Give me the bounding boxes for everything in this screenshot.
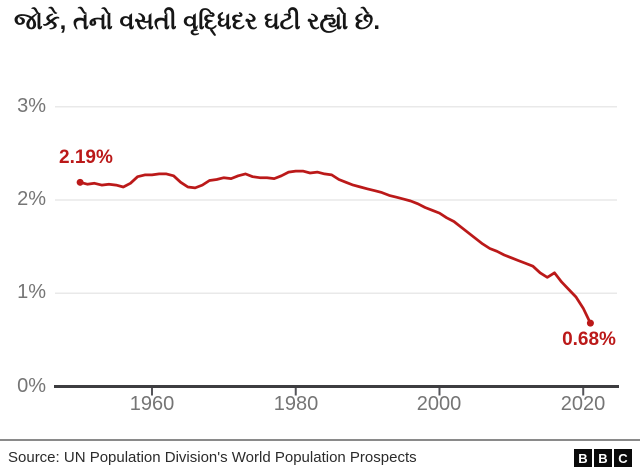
- line-chart: 3% 2% 1% 0% 1960 1980 2000 2020 2.19% 0.…: [17, 95, 619, 415]
- y-axis-label-3pct: 3%: [17, 95, 46, 117]
- annotation-start-value: 2.19%: [59, 147, 113, 168]
- chart-plot-svg: [54, 106, 619, 396]
- x-axis-label-2000: 2000: [416, 393, 462, 415]
- bbc-logo-block-b2: B: [594, 449, 612, 467]
- source-text: Source: UN Population Division's World P…: [8, 449, 417, 466]
- y-axis-label-2pct: 2%: [17, 188, 46, 210]
- footer: Source: UN Population Division's World P…: [0, 439, 640, 472]
- x-axis-label-1980: 1980: [273, 393, 319, 415]
- annotation-end-value: 0.68%: [562, 329, 616, 350]
- y-axis-label-0pct: 0%: [17, 375, 46, 397]
- y-axis-label-1pct: 1%: [17, 281, 46, 303]
- page-title: જોકે, તેનો વસતી વૃદ્ધિદર ઘટી રહ્યો છે.: [14, 8, 381, 35]
- bbc-logo-block-b1: B: [574, 449, 592, 467]
- bbc-logo-block-c: C: [614, 449, 632, 467]
- bbc-logo: B B C: [574, 449, 632, 467]
- x-axis-label-1960: 1960: [129, 393, 175, 415]
- x-axis-label-2020: 2020: [560, 393, 606, 415]
